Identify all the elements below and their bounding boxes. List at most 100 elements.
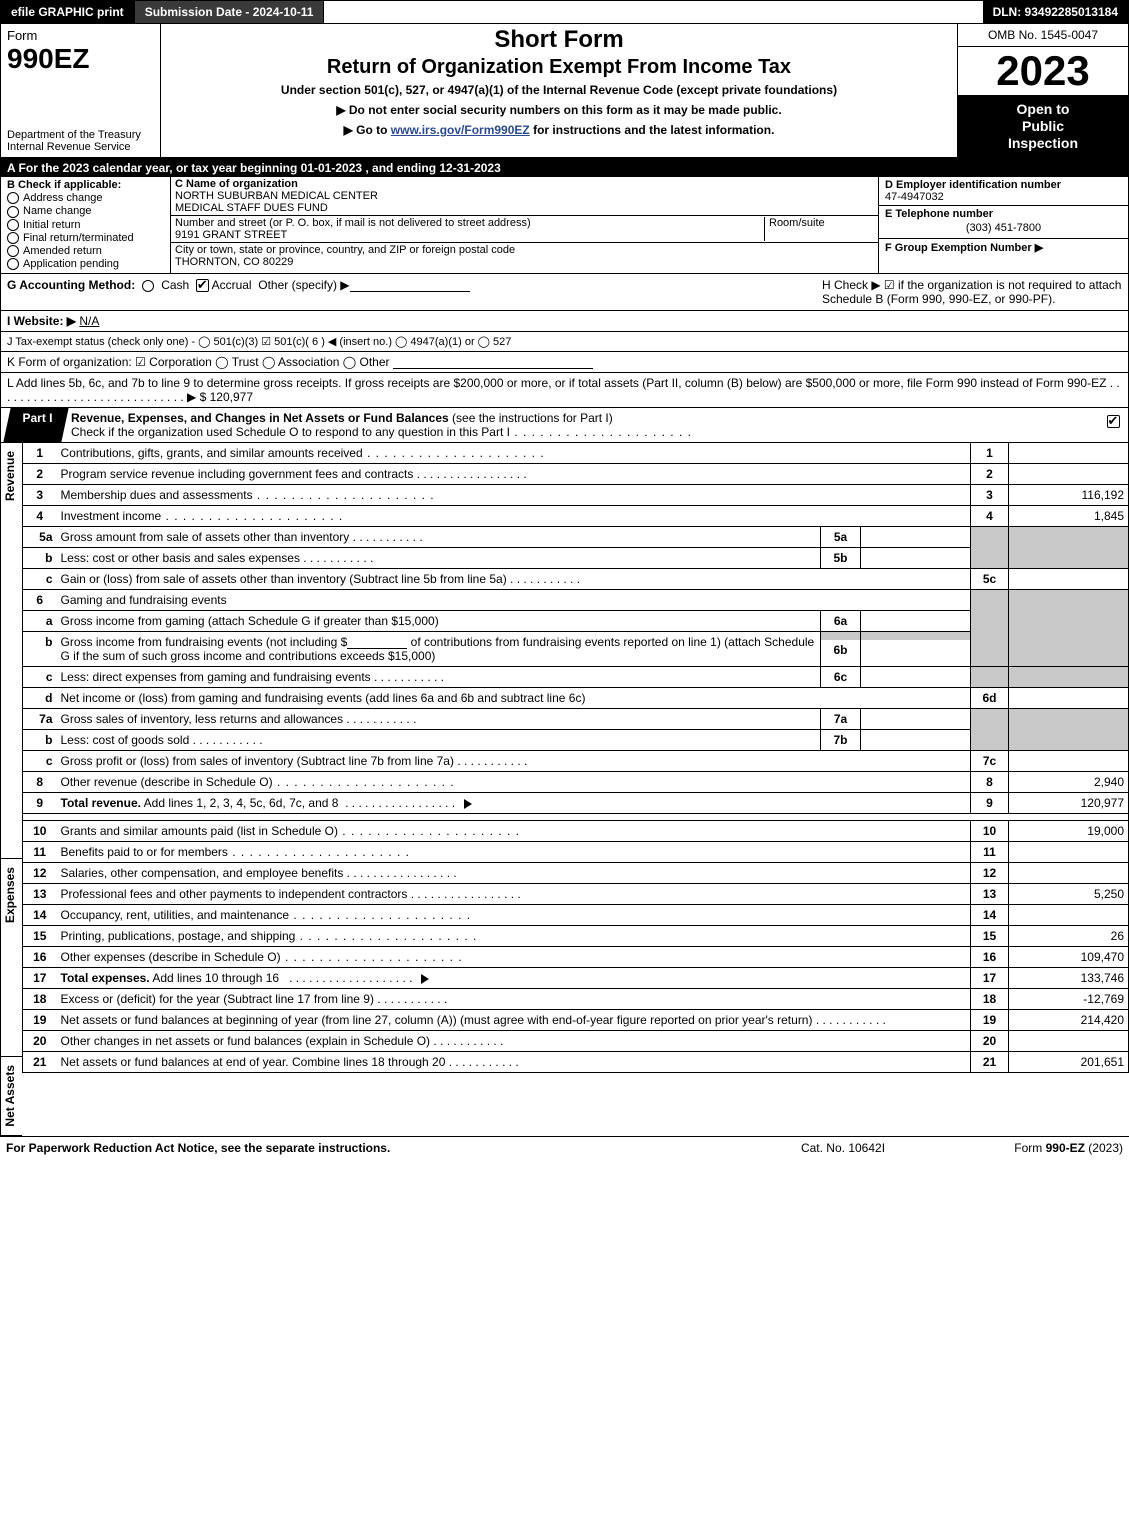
line-1: Contributions, gifts, grants, and simila… [57, 443, 971, 464]
chk-address-change[interactable] [7, 192, 19, 204]
arrow-icon [421, 974, 429, 984]
arrow-icon [464, 799, 472, 809]
line-10: Grants and similar amounts paid (list in… [57, 820, 971, 841]
val-16: 109,470 [1009, 946, 1129, 967]
l-amount: 120,977 [210, 390, 253, 404]
chk-amended-return[interactable] [7, 245, 19, 257]
chk-application-pending[interactable] [7, 258, 19, 270]
h-text: H Check ▶ ☑ if the organization is not r… [822, 278, 1122, 306]
form-word: Form [7, 28, 154, 43]
line-15: Printing, publications, postage, and shi… [57, 925, 971, 946]
header-bar: efile GRAPHIC print Submission Date - 20… [0, 0, 1129, 24]
val-8: 2,940 [1009, 771, 1129, 792]
line-4: Investment income [57, 505, 971, 526]
c-city-label: City or town, state or province, country… [175, 244, 874, 256]
line-7b: Less: cost of goods sold [57, 729, 821, 750]
line-16: Other expenses (describe in Schedule O) [57, 946, 971, 967]
line-20: Other changes in net assets or fund bala… [57, 1030, 971, 1051]
under-section: Under section 501(c), 527, or 4947(a)(1)… [165, 83, 953, 97]
side-revenue: Revenue [1, 443, 19, 509]
tax-year: 2023 [958, 47, 1128, 95]
phone-value: (303) 451-7800 [885, 220, 1122, 236]
d-header: D Employer identification number [885, 179, 1122, 191]
b-header: B Check if applicable: [7, 179, 164, 191]
org-city: THORNTON, CO 80229 [175, 256, 874, 268]
c-street-label: Number and street (or P. O. box, if mail… [175, 217, 764, 229]
page-footer: For Paperwork Reduction Act Notice, see … [0, 1136, 1129, 1159]
chk-accrual[interactable] [196, 279, 209, 292]
org-street: 9191 GRANT STREET [175, 229, 764, 241]
section-a: A For the 2023 calendar year, or tax yea… [0, 159, 1129, 177]
public-inspection-badge: Open to Public Inspection [958, 95, 1128, 157]
val-3: 116,192 [1009, 484, 1129, 505]
lines-table: 1Contributions, gifts, grants, and simil… [22, 443, 1129, 1073]
val-2 [1009, 463, 1129, 484]
omb-number: OMB No. 1545-0047 [958, 24, 1128, 47]
line-12: Salaries, other compensation, and employ… [57, 862, 971, 883]
section-b: B Check if applicable: Address change Na… [1, 177, 171, 273]
other-specify-input[interactable] [350, 278, 470, 292]
form-title-col: Short Form Return of Organization Exempt… [161, 24, 958, 157]
dln-label: DLN: 93492285013184 [983, 1, 1128, 23]
right-info-col: OMB No. 1545-0047 2023 Open to Public In… [958, 24, 1128, 157]
line-21: Net assets or fund balances at end of ye… [57, 1051, 971, 1072]
line-5c: Gain or (loss) from sale of assets other… [57, 568, 971, 589]
line-19: Net assets or fund balances at beginning… [57, 1009, 971, 1030]
part-1-tab: Part I [3, 408, 68, 442]
dept-treasury: Department of the Treasury Internal Reve… [7, 129, 154, 153]
part-1-sub: Check if the organization used Schedule … [71, 425, 692, 439]
section-gh: G Accounting Method: Cash Accrual Other … [0, 274, 1129, 311]
line-6b: Gross income from fundraising events (no… [57, 631, 821, 666]
line-3: Membership dues and assessments [57, 484, 971, 505]
short-form-title: Short Form [165, 26, 953, 54]
line-5a: Gross amount from sale of assets other t… [57, 526, 821, 547]
line-14: Occupancy, rent, utilities, and maintena… [57, 904, 971, 925]
line-6b-input[interactable] [347, 635, 407, 649]
chk-final-return[interactable] [7, 232, 19, 244]
val-15: 26 [1009, 925, 1129, 946]
room-suite-label: Room/suite [764, 217, 874, 241]
i-label: I Website: ▶ [7, 314, 76, 328]
efile-print-button[interactable]: efile GRAPHIC print [1, 1, 135, 23]
chk-initial-return[interactable] [7, 219, 19, 231]
section-l: L Add lines 5b, 6c, and 7b to line 9 to … [0, 373, 1129, 408]
chk-name-change[interactable] [7, 206, 19, 218]
k-other-input[interactable] [393, 355, 593, 369]
line-2: Program service revenue including govern… [57, 463, 971, 484]
line-7c: Gross profit or (loss) from sales of inv… [57, 750, 971, 771]
website-value: N/A [79, 314, 99, 328]
section-j: J Tax-exempt status (check only one) - ◯… [0, 332, 1129, 352]
val-4: 1,845 [1009, 505, 1129, 526]
line-6d: Net income or (loss) from gaming and fun… [57, 687, 971, 708]
line-6c: Less: direct expenses from gaming and fu… [57, 666, 821, 687]
footer-right: Form 990-EZ (2023) [943, 1141, 1123, 1155]
chk-cash[interactable] [142, 280, 154, 292]
section-def: D Employer identification number 47-4947… [878, 177, 1128, 273]
section-i: I Website: ▶ N/A [0, 311, 1129, 332]
val-9: 120,977 [1009, 792, 1129, 813]
footer-cat-no: Cat. No. 10642I [743, 1141, 943, 1155]
val-17: 133,746 [1009, 967, 1129, 988]
form-header: Form 990EZ Department of the Treasury In… [0, 24, 1129, 159]
line-6a: Gross income from gaming (attach Schedul… [57, 610, 821, 631]
org-name: NORTH SUBURBAN MEDICAL CENTER MEDICAL ST… [175, 190, 874, 214]
c-name-label: C Name of organization [175, 178, 298, 190]
part-1-schedule-o-check[interactable] [1107, 415, 1120, 428]
line-18: Excess or (deficit) for the year (Subtra… [57, 988, 971, 1009]
section-bcd: B Check if applicable: Address change Na… [0, 177, 1129, 274]
val-18: -12,769 [1009, 988, 1129, 1009]
no-ssn-warning: ▶ Do not enter social security numbers o… [165, 103, 953, 117]
val-13: 5,250 [1009, 883, 1129, 904]
part-1-title: Revenue, Expenses, and Changes in Net As… [71, 411, 449, 425]
goto-line: ▶ Go to www.irs.gov/Form990EZ for instru… [165, 123, 953, 137]
submission-date: Submission Date - 2024-10-11 [135, 1, 325, 23]
line-8: Other revenue (describe in Schedule O) [57, 771, 971, 792]
section-k: K Form of organization: ☑ Corporation ◯ … [0, 352, 1129, 373]
f-header: F Group Exemption Number ▶ [885, 241, 1122, 254]
irs-link[interactable]: www.irs.gov/Form990EZ [391, 123, 530, 137]
line-7a: Gross sales of inventory, less returns a… [57, 708, 821, 729]
line-5b: Less: cost or other basis and sales expe… [57, 547, 821, 568]
part-1-header: Part I Revenue, Expenses, and Changes in… [0, 408, 1129, 443]
form-id-col: Form 990EZ Department of the Treasury In… [1, 24, 161, 157]
g-label: G Accounting Method: [7, 278, 135, 292]
